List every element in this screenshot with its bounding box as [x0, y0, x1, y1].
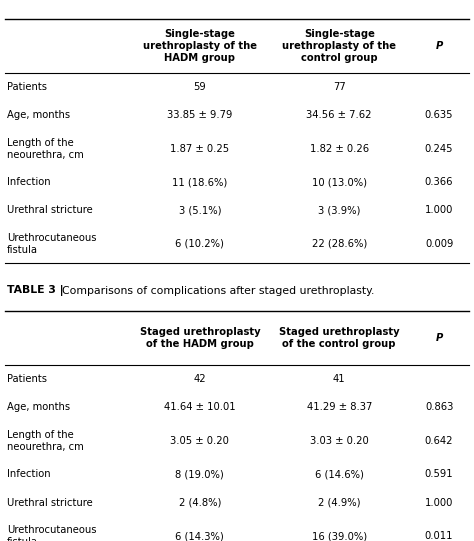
Text: 3.03 ± 0.20: 3.03 ± 0.20: [310, 436, 369, 446]
Text: 0.863: 0.863: [425, 403, 453, 412]
Text: 0.245: 0.245: [425, 144, 453, 154]
Text: Staged urethroplasty
of the HADM group: Staged urethroplasty of the HADM group: [139, 327, 260, 349]
Text: 1.000: 1.000: [425, 206, 453, 215]
Text: 0.366: 0.366: [425, 177, 453, 187]
Text: 8 (19.0%): 8 (19.0%): [175, 470, 224, 479]
Text: 33.85 ± 9.79: 33.85 ± 9.79: [167, 110, 233, 120]
Text: 10 (13.0%): 10 (13.0%): [312, 177, 367, 187]
Text: Comparisons of complications after staged urethroplasty.: Comparisons of complications after stage…: [62, 286, 374, 295]
Text: Urethral stricture: Urethral stricture: [7, 498, 93, 507]
Text: 41: 41: [333, 374, 346, 384]
Text: 6 (14.3%): 6 (14.3%): [175, 531, 224, 541]
Text: 22 (28.6%): 22 (28.6%): [311, 239, 367, 249]
Text: Age, months: Age, months: [7, 403, 70, 412]
Text: Patients: Patients: [7, 374, 47, 384]
Text: 2 (4.8%): 2 (4.8%): [179, 498, 221, 507]
Text: Infection: Infection: [7, 177, 51, 187]
Text: Length of the
neourethra, cm: Length of the neourethra, cm: [7, 138, 84, 160]
Text: 77: 77: [333, 82, 346, 92]
Text: Staged urethroplasty
of the control group: Staged urethroplasty of the control grou…: [279, 327, 400, 349]
Text: Urethral stricture: Urethral stricture: [7, 206, 93, 215]
Text: 6 (14.6%): 6 (14.6%): [315, 470, 364, 479]
Text: Length of the
neourethra, cm: Length of the neourethra, cm: [7, 430, 84, 452]
Text: 1.000: 1.000: [425, 498, 453, 507]
Text: P: P: [436, 333, 443, 343]
Text: 0.591: 0.591: [425, 470, 453, 479]
Text: 3 (5.1%): 3 (5.1%): [179, 206, 221, 215]
Text: Single-stage
urethroplasty of the
control group: Single-stage urethroplasty of the contro…: [282, 29, 396, 63]
Text: 1.82 ± 0.26: 1.82 ± 0.26: [310, 144, 369, 154]
Text: 0.011: 0.011: [425, 531, 453, 541]
Text: 3 (3.9%): 3 (3.9%): [318, 206, 360, 215]
Text: TABLE 3 |: TABLE 3 |: [7, 285, 67, 296]
Text: 42: 42: [193, 374, 206, 384]
Text: 1.87 ± 0.25: 1.87 ± 0.25: [170, 144, 229, 154]
Text: 3.05 ± 0.20: 3.05 ± 0.20: [170, 436, 229, 446]
Text: 59: 59: [193, 82, 206, 92]
Text: Single-stage
urethroplasty of the
HADM group: Single-stage urethroplasty of the HADM g…: [143, 29, 257, 63]
Text: Urethrocutaneous
fistula: Urethrocutaneous fistula: [7, 525, 97, 541]
Text: 16 (39.0%): 16 (39.0%): [311, 531, 367, 541]
Text: Urethrocutaneous
fistula: Urethrocutaneous fistula: [7, 233, 97, 255]
Text: 0.642: 0.642: [425, 436, 453, 446]
Text: 34.56 ± 7.62: 34.56 ± 7.62: [307, 110, 372, 120]
Text: 11 (18.6%): 11 (18.6%): [172, 177, 228, 187]
Text: Patients: Patients: [7, 82, 47, 92]
Text: 0.009: 0.009: [425, 239, 453, 249]
Text: Age, months: Age, months: [7, 110, 70, 120]
Text: 41.29 ± 8.37: 41.29 ± 8.37: [307, 403, 372, 412]
Text: 41.64 ± 10.01: 41.64 ± 10.01: [164, 403, 236, 412]
Text: P: P: [436, 41, 443, 51]
Text: 2 (4.9%): 2 (4.9%): [318, 498, 360, 507]
Text: Infection: Infection: [7, 470, 51, 479]
Text: 0.635: 0.635: [425, 110, 453, 120]
Text: 6 (10.2%): 6 (10.2%): [175, 239, 224, 249]
